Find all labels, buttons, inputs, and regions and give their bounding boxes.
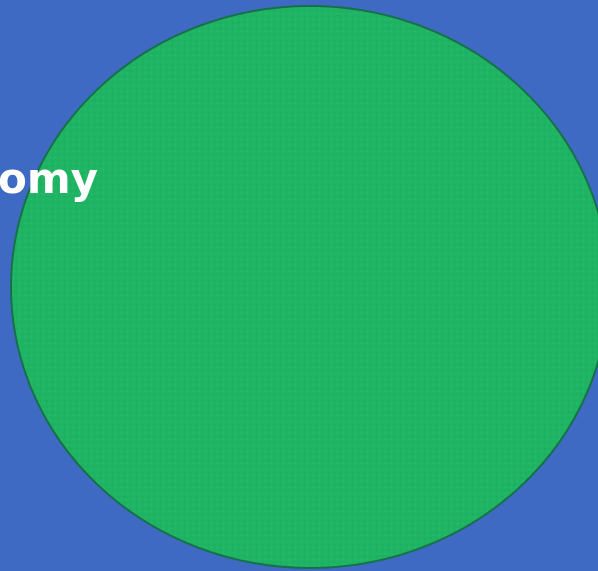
- green-circle: [10, 5, 598, 569]
- partial-label: omy: [0, 154, 98, 203]
